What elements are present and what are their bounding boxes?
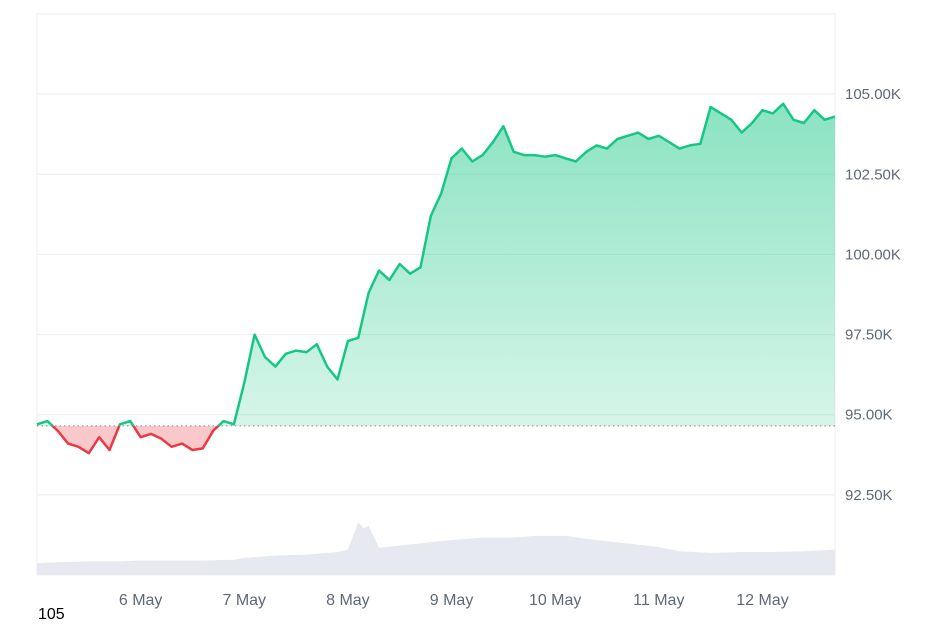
price-area — [37, 103, 835, 454]
x-tick-label: 12 May — [736, 592, 788, 609]
volume-area — [37, 522, 835, 575]
x-tick-label: 10 May — [529, 592, 581, 609]
x-tick-label: 8 May — [326, 592, 370, 609]
y-axis-labels: 92.50K 95.00K 97.50K 100.00K 102.50K 105.00K — [845, 86, 901, 504]
x-tick-label: 6 May — [119, 592, 163, 609]
up-line — [36, 102, 836, 426]
x-tick-label: 7 May — [222, 592, 266, 609]
y-tick-label: 97.50K — [845, 327, 893, 344]
corner-label: 105 — [38, 606, 65, 623]
down-area-fill — [52, 425, 219, 454]
y-tick-label: 100.00K — [845, 246, 901, 263]
volume-bars — [37, 522, 835, 575]
down-line — [50, 425, 221, 455]
x-axis-labels: 6 May 7 May 8 May 9 May 10 May 11 May 12 May — [119, 592, 789, 609]
y-tick-label: 92.50K — [845, 487, 893, 504]
up-area-fill — [37, 103, 835, 426]
y-tick-label: 105.00K — [845, 86, 901, 103]
x-tick-label: 11 May — [633, 592, 684, 609]
price-line — [36, 102, 836, 455]
y-tick-label: 102.50K — [845, 166, 901, 183]
x-tick-label: 9 May — [430, 592, 474, 609]
y-tick-label: 95.00K — [845, 407, 893, 424]
